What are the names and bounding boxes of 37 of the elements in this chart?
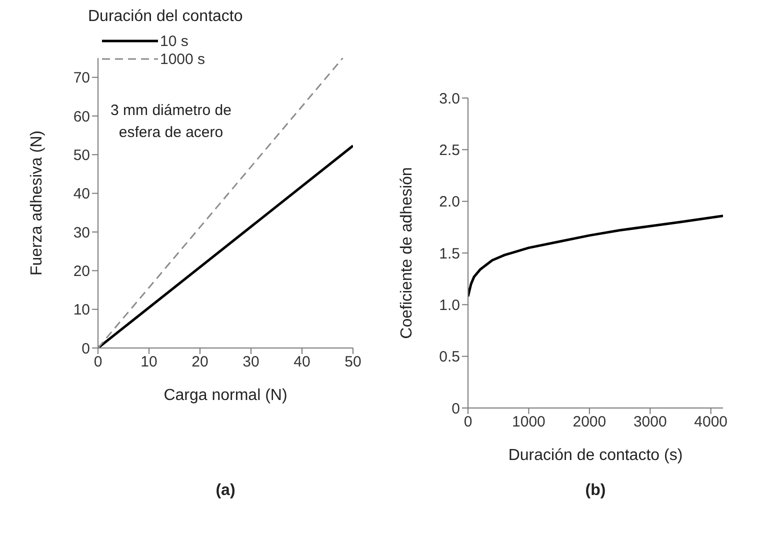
x-tick-label: 3000 [633, 414, 667, 431]
y-tick-label: 2.5 [439, 142, 460, 159]
y-tick-label: 0.5 [439, 348, 460, 366]
x-tick-label: 2000 [572, 414, 606, 431]
text: (b) [584, 482, 607, 500]
y-tick-label: 50 [73, 146, 90, 164]
x-tick-label: 0 [464, 414, 472, 431]
line-series [468, 214, 723, 298]
y-tick-label: 70 [73, 70, 90, 87]
x-tick-label: 30 [242, 354, 260, 371]
x-tick-label: 40 [294, 354, 310, 371]
x-tick-label: 4000 [694, 414, 728, 431]
legend-label: 1000 s [160, 50, 206, 68]
y-axis-title: Fuerza adhesiva (N) [28, 130, 46, 276]
legend-title: Duración del contacto [88, 8, 244, 26]
y-tick-label: 3.0 [439, 90, 460, 108]
y-tick-label: 60 [73, 108, 90, 126]
y-axis-title: Coeficiente de adhesión [398, 167, 416, 339]
y-tick-label: 30 [73, 224, 90, 242]
y-tick-label: 10 [73, 302, 90, 319]
legend-label: 10 s [160, 32, 188, 50]
y-tick-label: 40 [73, 186, 90, 203]
x-tick-label: 50 [344, 354, 362, 371]
y-tick-label: 20 [73, 262, 90, 280]
y-tick-label: 1.0 [439, 296, 460, 314]
x-tick-label: 20 [192, 354, 208, 371]
annotation: 3 mm diámetro de esfera de acero [110, 101, 232, 143]
y-tick-label: 0 [452, 400, 460, 418]
y-tick-label: 1.5 [439, 245, 460, 262]
x-tick-label: 1000 [512, 414, 546, 431]
x-axis-title: Carga normal (N) [164, 387, 288, 404]
text: (a) [214, 482, 236, 500]
y-tick-label: 0 [82, 340, 90, 358]
y-tick-label: 2.0 [439, 194, 460, 211]
x-tick-label: 10 [140, 354, 158, 371]
x-axis-title: Duración de contacto (s) [508, 447, 683, 464]
x-tick-label: 0 [94, 354, 102, 371]
